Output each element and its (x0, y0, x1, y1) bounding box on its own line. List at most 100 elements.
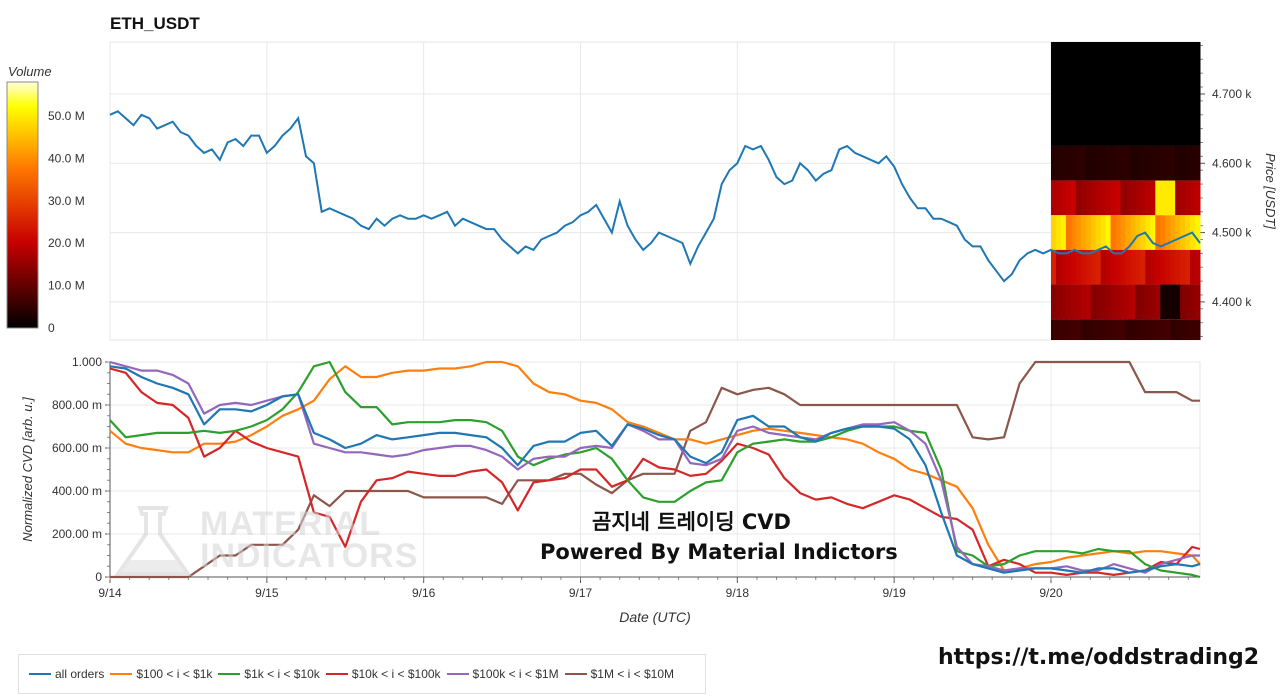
heatmap-cell (1095, 215, 1102, 250)
heatmap-cell (1060, 180, 1067, 216)
heatmap-cell (1065, 145, 1072, 181)
heatmap-cell (1085, 145, 1092, 181)
legend-label: $10k < i < $100k (351, 667, 441, 681)
price-tick-label: 4.400 k (1212, 295, 1252, 309)
legend-label: $1M < i < $10M (590, 667, 674, 681)
heatmap-cell (1155, 180, 1161, 216)
heatmap-cell (1095, 42, 1102, 146)
heatmap-cell (1070, 215, 1077, 250)
cvd-panel: 0 200.00 m 400.00 m 600.00 m 800.00 m 1.000 9/… (20, 355, 1201, 625)
heatmap-cell (1080, 319, 1087, 340)
legend-item[interactable]: $100k < i < $1M (446, 667, 559, 681)
heatmap-cell (1165, 319, 1171, 340)
heatmap-cell (1155, 42, 1161, 146)
heatmap-cell (1110, 319, 1117, 340)
heatmap-cell (1185, 249, 1191, 285)
legend: all orders $100 < i < $1k $1k < i < $10k $1… (18, 654, 706, 694)
legend-swatch (29, 673, 51, 675)
heatmap-cell (1165, 249, 1171, 285)
heatmap-cell (1105, 42, 1112, 146)
heatmap-cell (1115, 284, 1122, 320)
x-tick-label: 9/18 (726, 586, 750, 600)
heatmap-cell (1075, 145, 1082, 181)
heatmap-cell (1065, 215, 1072, 250)
cvd-tick-label: 400.00 m (52, 484, 102, 498)
heatmap-cell (1100, 145, 1107, 181)
cvd-line-2 (109, 360, 1201, 579)
heatmap-cell (1150, 215, 1156, 250)
heatmap-cell (1100, 284, 1107, 320)
legend-item[interactable]: $1M < i < $10M (564, 667, 674, 681)
heatmap-cell (1180, 42, 1186, 146)
heatmap-cell (1195, 145, 1201, 181)
heatmap-cell (1170, 319, 1176, 340)
heatmap-cell (1190, 319, 1196, 340)
heatmap-cell (1055, 249, 1062, 285)
heatmap-cell (1190, 180, 1196, 216)
cvd-tick-label: 1.000 (72, 355, 102, 369)
heatmap-cell (1185, 180, 1191, 216)
legend-item[interactable]: $100 < i < $1k (110, 667, 212, 681)
price-tick-label: 4.600 k (1212, 156, 1252, 170)
heatmap-cell (1070, 42, 1077, 146)
heatmap-cell (1150, 284, 1156, 320)
heatmap-cell (1065, 284, 1072, 320)
heatmap-cell (1065, 319, 1072, 340)
price-axis-label: Price [USDT] (1263, 153, 1278, 229)
heatmap-cell (1155, 249, 1161, 285)
heatmap-cell (1180, 249, 1186, 285)
heatmap-cell (1110, 215, 1117, 250)
heatmap-cell (1110, 42, 1117, 146)
cvd-line-0 (109, 365, 1201, 574)
heatmap-cell (1085, 180, 1092, 216)
heatmap-cell (1145, 145, 1151, 181)
heatmap-cell (1051, 319, 1057, 340)
heatmap-cell (1095, 249, 1102, 285)
heatmap-cell (1170, 42, 1176, 146)
heatmap-cell (1145, 180, 1151, 216)
cvd-tick-label: 200.00 m (52, 527, 102, 541)
volume-heatmap (1051, 42, 1201, 340)
telegram-link[interactable]: https://t.me/oddstrading2 (938, 645, 1260, 670)
heatmap-cell (1120, 42, 1127, 146)
colorbar-tick-label: 0 (48, 321, 55, 335)
heatmap-cell (1070, 284, 1077, 320)
cvd-line-3 (109, 367, 1201, 576)
heatmap-cell (1060, 145, 1067, 181)
heatmap-cell (1085, 319, 1092, 340)
heatmap-cell (1145, 284, 1151, 320)
price-plot-area (109, 41, 1201, 341)
heatmap-cell (1055, 145, 1062, 181)
heatmap-cell (1150, 319, 1156, 340)
heatmap-cell (1185, 215, 1191, 250)
heatmap-cell (1100, 42, 1107, 146)
heatmap-cell (1155, 145, 1161, 181)
heatmap-cell (1125, 249, 1131, 285)
legend-item[interactable]: $10k < i < $100k (325, 667, 441, 681)
heatmap-cell (1070, 145, 1077, 181)
heatmap-cell (1160, 180, 1166, 216)
heatmap-cell (1085, 249, 1092, 285)
overlay-subtitle: Powered By Material Indictors (540, 540, 898, 564)
heatmap-cell (1140, 284, 1146, 320)
colorbar-tick-label: 10.0 M (48, 279, 85, 293)
heatmap-cell (1125, 180, 1131, 216)
heatmap-cell (1170, 145, 1176, 181)
heatmap-cell (1155, 319, 1161, 340)
legend-swatch (218, 673, 241, 675)
heatmap-cell (1165, 145, 1171, 181)
legend-label: all orders (55, 667, 105, 681)
heatmap-cell (1085, 284, 1092, 320)
legend-item[interactable]: all orders (29, 667, 104, 681)
heatmap-cell (1145, 249, 1151, 285)
heatmap-cell (1160, 284, 1166, 320)
heatmap-cell (1120, 249, 1127, 285)
heatmap-cell (1125, 42, 1131, 146)
heatmap-cell (1090, 180, 1097, 216)
legend-item[interactable]: $1k < i < $10k (218, 667, 320, 681)
heatmap-cell (1180, 180, 1186, 216)
heatmap-cell (1140, 180, 1146, 216)
x-tick-label: 9/20 (1039, 586, 1063, 600)
heatmap-cell (1125, 319, 1131, 340)
heatmap-cell (1170, 249, 1176, 285)
